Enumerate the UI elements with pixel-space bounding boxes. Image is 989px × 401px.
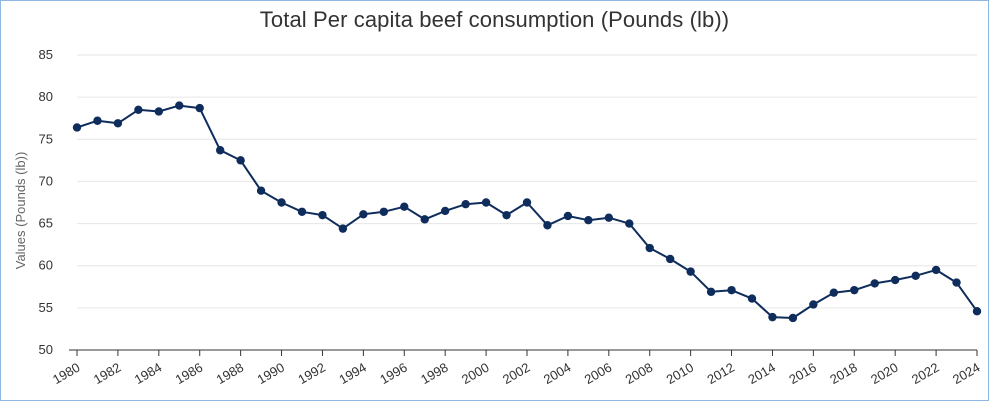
- data-point-2002[interactable]: [522, 198, 532, 207]
- x-tick-label: 1990: [254, 360, 287, 387]
- y-tick-label: 70: [39, 173, 53, 188]
- data-point-1998[interactable]: [440, 206, 450, 216]
- grid-lines: [77, 54, 977, 309]
- data-point-1992[interactable]: [318, 210, 327, 220]
- data-point-1984[interactable]: [154, 107, 164, 116]
- data-point-1991[interactable]: [297, 207, 307, 216]
- data-point-2020[interactable]: [890, 275, 900, 285]
- chart-title: Total Per capita beef consumption (Pound…: [259, 7, 730, 32]
- data-point-2010[interactable]: [686, 267, 695, 276]
- data-point-2022[interactable]: [931, 265, 941, 275]
- x-tick-label: 2004: [541, 360, 574, 387]
- data-point-2007[interactable]: [625, 219, 634, 228]
- x-tick-label: 1992: [295, 360, 328, 387]
- x-tick-label: 2000: [459, 360, 492, 387]
- data-point-2009[interactable]: [665, 254, 675, 264]
- y-tick-label: 50: [39, 342, 53, 357]
- data-point-2015[interactable]: [788, 313, 798, 323]
- data-point-2003[interactable]: [543, 221, 552, 230]
- y-tick-label: 60: [39, 258, 53, 273]
- data-point-1994[interactable]: [359, 210, 368, 219]
- data-point-1990[interactable]: [277, 198, 286, 207]
- data-point-2000[interactable]: [481, 198, 491, 207]
- series-beef-consumption: [72, 101, 982, 323]
- data-point-2021[interactable]: [911, 271, 920, 281]
- y-tick-label: 65: [39, 216, 53, 231]
- y-tick-label: 85: [39, 47, 53, 62]
- x-tick-label: 2010: [664, 360, 697, 387]
- data-point-2008[interactable]: [645, 243, 654, 253]
- data-point-1985[interactable]: [175, 101, 184, 110]
- data-point-1980[interactable]: [72, 123, 82, 132]
- axes: 50 55 60 65 70 75 80 85 1980 1982 1984 1986 1988 1990…: [13, 47, 983, 387]
- data-point-2005[interactable]: [584, 216, 593, 225]
- series-line: [76, 104, 978, 319]
- x-tick-label: 1988: [214, 360, 247, 387]
- data-point-2019[interactable]: [870, 279, 879, 288]
- data-point-1988[interactable]: [236, 156, 245, 165]
- data-point-2017[interactable]: [829, 288, 839, 297]
- x-tick-label: 1986: [173, 360, 206, 387]
- x-tick-label: 2006: [582, 360, 615, 387]
- x-tick-label: 2002: [500, 360, 533, 387]
- x-tick-label: 2018: [827, 360, 860, 387]
- data-point-2014[interactable]: [768, 312, 777, 322]
- x-tick-label: 2020: [868, 360, 901, 387]
- y-axis-title: Values (Pounds (lb)): [13, 152, 28, 270]
- x-tick-label: 1984: [132, 360, 165, 387]
- data-point-1981[interactable]: [93, 116, 102, 125]
- data-point-2011[interactable]: [706, 287, 716, 297]
- data-point-2012[interactable]: [727, 285, 736, 295]
- x-tick-label: 2016: [786, 360, 819, 387]
- y-tick-label: 75: [39, 131, 53, 146]
- data-point-2001[interactable]: [502, 210, 511, 220]
- data-point-1983[interactable]: [134, 105, 143, 114]
- data-point-1997[interactable]: [420, 215, 429, 224]
- x-tick-label: 2024: [950, 360, 983, 387]
- x-tick-label: 1994: [336, 360, 369, 387]
- data-point-2013[interactable]: [747, 294, 757, 303]
- data-point-1982[interactable]: [113, 119, 123, 128]
- y-tick-label: 80: [39, 89, 53, 104]
- data-point-2004[interactable]: [563, 211, 573, 221]
- data-point-1989[interactable]: [256, 186, 266, 195]
- data-point-1986[interactable]: [195, 103, 204, 113]
- data-point-2023[interactable]: [952, 278, 961, 287]
- x-tick-label: 1998: [418, 360, 451, 387]
- x-tick-label: 2008: [623, 360, 656, 387]
- data-point-1999[interactable]: [461, 199, 470, 209]
- data-point-1993[interactable]: [338, 224, 348, 233]
- x-tick-label: 1996: [377, 360, 410, 387]
- x-tick-label: 2022: [909, 360, 942, 387]
- data-point-2016[interactable]: [809, 300, 818, 309]
- data-point-1995[interactable]: [379, 207, 389, 216]
- data-point-2006[interactable]: [604, 213, 614, 222]
- y-tick-label: 55: [39, 300, 53, 315]
- data-point-1996[interactable]: [400, 202, 409, 211]
- x-tick-label: 1982: [91, 360, 124, 387]
- x-tick-label: 1980: [50, 360, 83, 387]
- data-point-1987[interactable]: [215, 146, 225, 155]
- data-point-2024[interactable]: [972, 307, 982, 316]
- x-tick-label: 2012: [704, 360, 737, 387]
- data-point-2018[interactable]: [850, 285, 859, 295]
- x-tick-label: 2014: [745, 360, 778, 387]
